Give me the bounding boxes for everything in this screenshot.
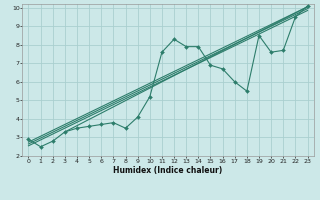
X-axis label: Humidex (Indice chaleur): Humidex (Indice chaleur) <box>113 166 223 175</box>
